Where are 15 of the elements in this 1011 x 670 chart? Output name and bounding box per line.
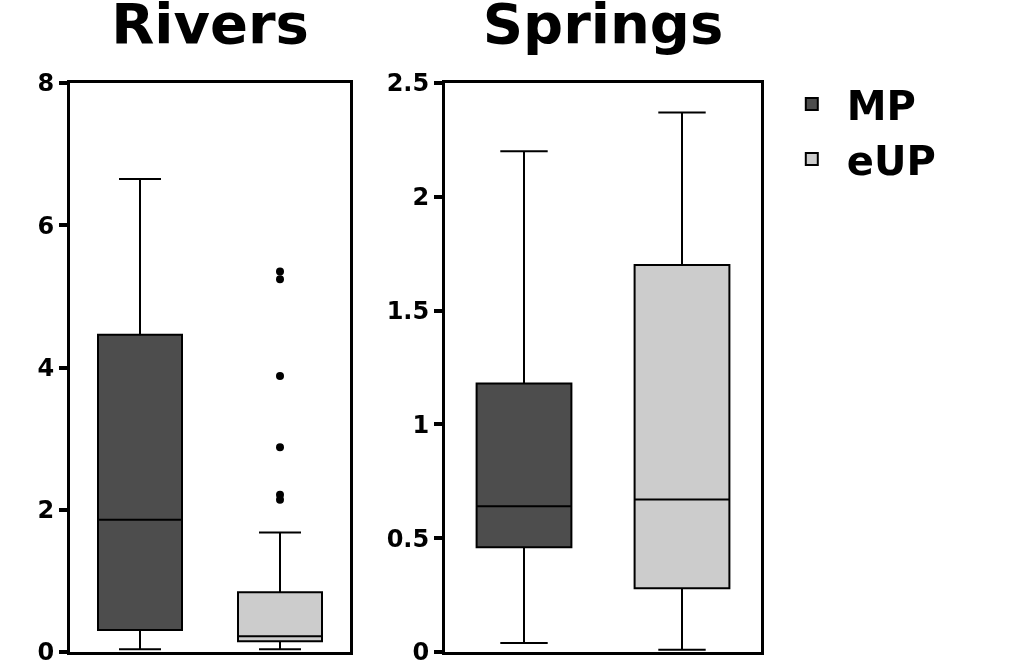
y-tick-label: 4 xyxy=(37,353,55,382)
chart-title: Springs xyxy=(482,0,724,56)
y-tick-label: 2.5 xyxy=(386,69,430,98)
y-tick-label: 6 xyxy=(37,211,55,240)
y-tick-label: 0 xyxy=(412,638,430,667)
chart-title: Rivers xyxy=(111,0,309,56)
y-tick-label: 1 xyxy=(412,410,430,439)
y-tick-label: 0.5 xyxy=(386,524,430,553)
legend-label: eUP xyxy=(846,137,936,184)
y-tick-label: 0 xyxy=(37,638,55,667)
y-tick-label: 2 xyxy=(412,183,430,212)
y-tick-label: 8 xyxy=(37,69,55,98)
legend-label: MP xyxy=(846,82,916,129)
y-tick-label: 2 xyxy=(37,496,55,525)
y-tick-label: 1.5 xyxy=(386,297,430,325)
